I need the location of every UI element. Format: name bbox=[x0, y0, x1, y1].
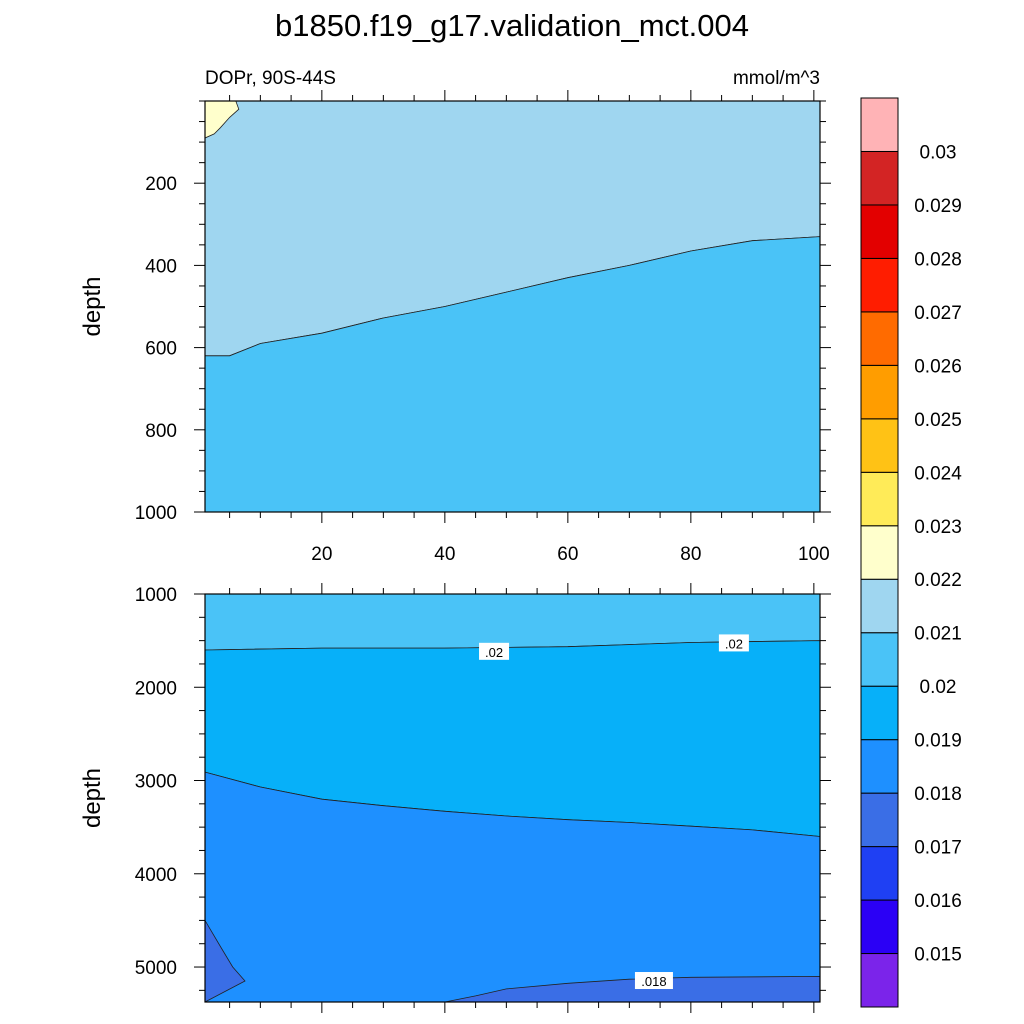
colorbar-label: 0.027 bbox=[914, 303, 962, 324]
colorbar-label: 0.03 bbox=[920, 142, 957, 163]
y-tick-label: 800 bbox=[145, 421, 177, 442]
colorbar-swatch bbox=[860, 97, 899, 152]
y-tick-label: 1000 bbox=[135, 503, 177, 524]
figure-title: b1850.f19_g17.validation_mct.004 bbox=[275, 8, 749, 43]
colorbar-swatch bbox=[860, 632, 899, 687]
contour-label: .02 bbox=[725, 636, 743, 651]
y-axis-label: depth bbox=[79, 276, 106, 336]
contour-fill-region bbox=[205, 771, 820, 1002]
colorbar-label: 0.021 bbox=[914, 624, 962, 645]
colorbar-swatch bbox=[860, 899, 899, 955]
y-tick-label: 400 bbox=[145, 256, 177, 277]
colorbar-label: 0.022 bbox=[914, 570, 962, 591]
lower-panel: 1000 2000 3000 4000 5000 depth .02 .02 .018 bbox=[79, 583, 831, 1013]
contour-label: .02 bbox=[485, 645, 503, 660]
colorbar-label: 0.023 bbox=[914, 517, 962, 538]
colorbar-swatch bbox=[860, 418, 899, 473]
contour-fill-region bbox=[205, 236, 820, 512]
colorbar-label: 0.025 bbox=[914, 410, 962, 431]
y-tick-label: 5000 bbox=[135, 958, 177, 979]
colorbar-swatch bbox=[860, 311, 899, 366]
colorbar-label: 0.024 bbox=[914, 463, 962, 484]
colorbar-label: 0.018 bbox=[914, 784, 962, 805]
colorbar-swatch bbox=[860, 364, 899, 420]
colorbar-swatch bbox=[860, 150, 899, 206]
y-tick-label: 2000 bbox=[135, 678, 177, 699]
x-tick-label: 20 bbox=[311, 544, 332, 565]
contour-fill-region bbox=[444, 976, 820, 1002]
x-tick-label: 100 bbox=[798, 544, 830, 565]
upper-panel: 20 40 60 80 100 200 400 600 800 1000 depth bbox=[79, 90, 831, 565]
y-axis-label: depth bbox=[79, 768, 106, 828]
x-tick-label: 40 bbox=[434, 544, 455, 565]
colorbar-swatch bbox=[860, 204, 899, 259]
colorbar-swatch bbox=[860, 846, 899, 901]
colorbar-swatch bbox=[860, 525, 899, 580]
colorbar-swatch bbox=[860, 792, 899, 848]
colorbar-label: 0.015 bbox=[914, 945, 962, 966]
plot-frame bbox=[204, 593, 821, 1003]
y-tick-label: 600 bbox=[145, 339, 177, 360]
colorbar-label: 0.028 bbox=[914, 249, 962, 270]
colorbar-swatch bbox=[860, 953, 899, 1008]
contour-label-box bbox=[718, 634, 749, 652]
y-tick-label: 4000 bbox=[135, 865, 177, 886]
colorbar-label: 0.019 bbox=[914, 731, 962, 752]
y-tick-label: 1000 bbox=[135, 585, 177, 606]
colorbar-swatch bbox=[860, 739, 899, 794]
y-tick-label: 3000 bbox=[135, 772, 177, 793]
contour-label: .018 bbox=[641, 974, 666, 989]
contour-fill-region bbox=[205, 101, 240, 139]
colorbar: 0.015 0.016 0.017 0.018 0.019 0.02 0.021 0.022 0… bbox=[860, 97, 962, 1008]
colorbar-swatch bbox=[860, 257, 899, 313]
colorbar-label: 0.029 bbox=[914, 196, 962, 217]
contour-label-box bbox=[479, 642, 510, 660]
colorbar-swatch bbox=[860, 685, 899, 741]
panel-right-label: mmol/m^3 bbox=[733, 68, 820, 89]
colorbar-label: 0.016 bbox=[914, 891, 962, 912]
colorbar-label: 0.02 bbox=[920, 677, 957, 698]
colorbar-label: 0.017 bbox=[914, 838, 962, 859]
colorbar-swatch bbox=[860, 471, 899, 527]
x-tick-label: 60 bbox=[557, 544, 578, 565]
panel-left-label: DOPr, 90S-44S bbox=[205, 68, 336, 89]
colorbar-swatch bbox=[860, 578, 899, 634]
x-tick-label: 80 bbox=[680, 544, 701, 565]
contour-label-box bbox=[634, 972, 673, 990]
contour-fill-region bbox=[205, 919, 246, 1002]
colorbar-label: 0.026 bbox=[914, 356, 962, 377]
y-tick-label: 200 bbox=[145, 174, 177, 195]
